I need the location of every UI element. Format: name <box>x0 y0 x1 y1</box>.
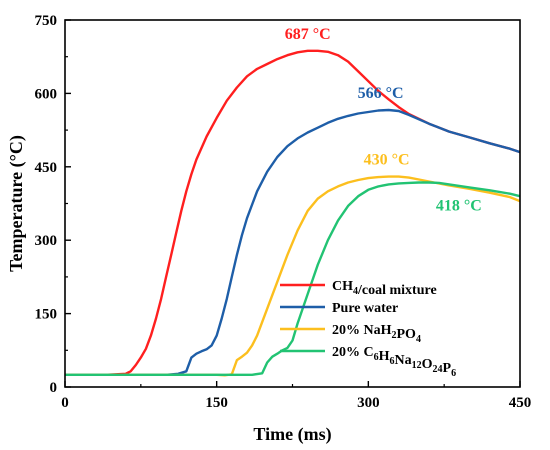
y-tick-label: 150 <box>35 307 58 323</box>
y-axis-title: Temperature (°C) <box>6 135 27 272</box>
x-tick-label: 150 <box>205 395 228 411</box>
x-axis-title: Time (ms) <box>253 424 331 445</box>
legend-label-3: 20% C6H6Na12O24P6 <box>332 345 456 379</box>
y-tick-label: 0 <box>50 380 58 396</box>
peak-annotation-0: 687 °C <box>285 26 331 43</box>
y-tick-label: 300 <box>35 233 58 249</box>
series-line-0 <box>65 49 521 376</box>
y-tick-label: 600 <box>35 86 58 102</box>
peak-annotation-1: 566 °C <box>358 85 404 102</box>
x-tick-label: 0 <box>61 395 69 411</box>
peak-annotation-2: 430 °C <box>364 152 410 169</box>
series-line-1 <box>65 108 521 376</box>
legend-label-2: 20% NaH2PO4 <box>332 323 421 345</box>
peak-annotation-3: 418 °C <box>436 197 482 214</box>
y-tick-label: 450 <box>35 160 58 176</box>
legend-label-0: CH4/coal mixture <box>332 279 437 298</box>
legend-label-1: Pure water <box>332 301 398 316</box>
x-tick-label: 300 <box>357 395 380 411</box>
series-line-3 <box>65 181 521 376</box>
legend: CH4/coal mixture Pure water 20% NaH2PO420%… <box>280 279 456 379</box>
y-tick-label: 750 <box>35 13 58 29</box>
x-tick-label: 450 <box>509 395 532 411</box>
